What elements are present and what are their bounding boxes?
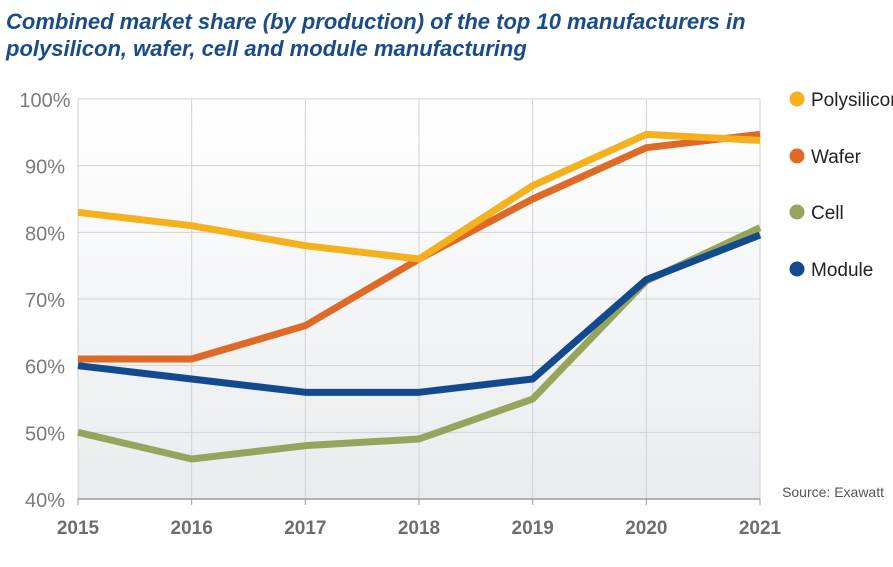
series-line-module: [77, 231, 762, 396]
legend-label-polysilicon: Polysilicon: [811, 90, 893, 111]
y-tick-label: 60%: [25, 357, 65, 379]
legend-label-module: Module: [811, 260, 873, 281]
y-tick-label: 80%: [25, 223, 65, 245]
legend-label-wafer: Wafer: [811, 147, 862, 168]
x-tick-label: 2018: [398, 518, 440, 539]
legend-marker-cell: [789, 204, 805, 220]
y-tick-label: 100%: [19, 90, 70, 112]
x-tick-label: 2020: [625, 518, 667, 539]
legend-marker-module: [789, 261, 805, 277]
chart-title-line-1: Combined market share (by production) of…: [6, 9, 746, 34]
x-tick-label: 2015: [57, 518, 100, 539]
x-tick-label: 2016: [171, 518, 213, 539]
x-tick-label: 2019: [512, 518, 554, 539]
y-tick-label: 70%: [25, 290, 65, 312]
chart-title: Combined market share (by production) of…: [6, 8, 886, 62]
legend-label-cell: Cell: [811, 203, 844, 224]
y-tick-label: 50%: [25, 423, 65, 445]
y-tick-label: 40%: [25, 490, 65, 512]
legend-marker-polysilicon: [789, 91, 805, 107]
source-note: Source: Exawatt: [782, 484, 884, 500]
y-tick-label: 90%: [25, 157, 65, 179]
x-tick-label: 2017: [284, 518, 326, 539]
legend-marker-wafer: [789, 148, 805, 164]
chart-title-line-2: polysilicon, wafer, cell and module manu…: [6, 36, 527, 61]
series-line-polysilicon: [77, 130, 761, 263]
x-tick-label: 2021: [739, 518, 782, 539]
